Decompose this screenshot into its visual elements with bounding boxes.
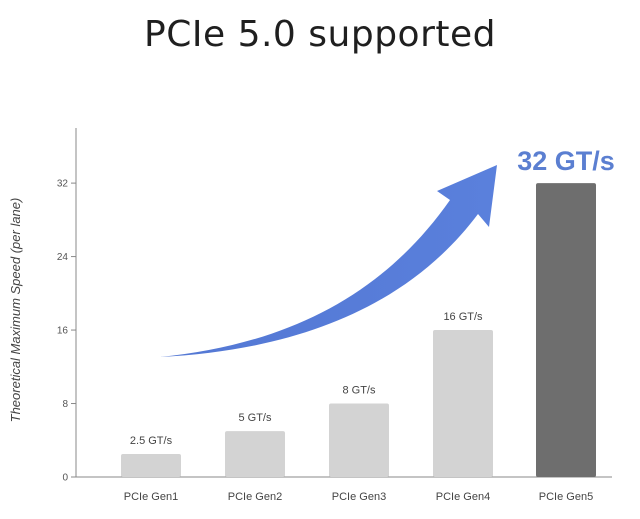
data-label: 8 GT/s bbox=[342, 385, 376, 397]
bar bbox=[536, 183, 596, 477]
trend-arrow-icon bbox=[160, 165, 497, 357]
x-tick-label: PCIe Gen1 bbox=[124, 491, 178, 503]
labels: 2.5 GT/s PCIe Gen1 5 GT/s PCIe Gen2 8 GT/s PC… bbox=[124, 146, 615, 503]
y-tick-label: 8 bbox=[62, 399, 68, 410]
bar bbox=[433, 330, 493, 477]
x-tick-label: PCIe Gen2 bbox=[228, 491, 282, 503]
data-label: 5 GT/s bbox=[238, 412, 272, 424]
chart-title: PCIe 5.0 supported bbox=[144, 14, 496, 55]
bars bbox=[121, 183, 596, 477]
y-axis-title: Theoretical Maximum Speed (per lane) bbox=[8, 198, 23, 423]
bar bbox=[225, 431, 285, 477]
data-label: 2.5 GT/s bbox=[130, 435, 173, 447]
bar bbox=[329, 403, 389, 477]
y-tick-label: 32 bbox=[57, 179, 69, 190]
data-label: 16 GT/s bbox=[443, 311, 483, 323]
x-tick-label: PCIe Gen3 bbox=[332, 491, 386, 503]
y-tick-label: 0 bbox=[62, 473, 68, 484]
x-tick-label: PCIe Gen5 bbox=[539, 491, 593, 503]
bar bbox=[121, 454, 181, 477]
x-tick-label: PCIe Gen4 bbox=[436, 491, 490, 503]
y-tick-label: 16 bbox=[57, 326, 69, 337]
data-label: 32 GT/s bbox=[517, 146, 615, 176]
y-tick-label: 24 bbox=[57, 252, 69, 263]
